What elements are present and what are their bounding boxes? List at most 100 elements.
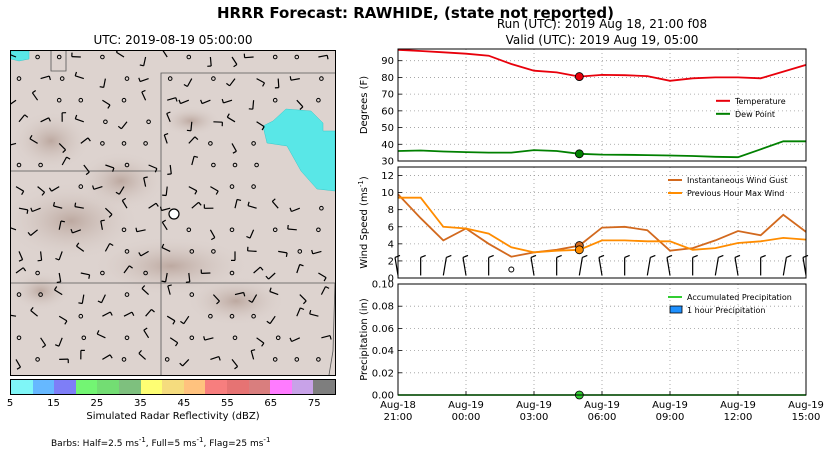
wind-barb-feather [78,302,83,305]
wind-barb-staff [209,56,212,67]
wind-barb-staff [188,136,196,144]
wind-barb-staff [296,264,301,274]
calm-wind-marker [35,54,40,60]
wind-barb-feather [193,155,199,158]
calm-wind-marker [81,335,87,341]
wind-barb-staff [169,164,172,174]
chart-panel-1: 30 40 50 60 70 80 90 Degrees (F) Temperature Dew … [359,48,807,168]
colorbar-tick-label: 15 [47,398,60,409]
y-axis-label-part: ) [359,176,370,180]
map-title: UTC: 2019-08-19 05:00:00 [93,33,253,47]
wind-barb-staff [231,56,238,65]
wind-barb-staff [11,142,17,146]
wind-barb-feather [226,113,230,118]
legend-label: Previous Hour Max Wind [687,189,784,198]
wind-barb-staff [247,205,257,209]
wind-barb-staff [234,291,244,296]
calm-wind-marker [59,76,65,81]
wind-barb-staff [231,359,239,367]
y-tick-label: 70 [381,90,394,101]
wind-barb-staff [318,272,327,279]
calm-wind-marker [319,76,324,81]
wind-barb-staff [138,352,147,360]
wind-barb-feather [247,201,250,206]
wind-barb-staff [143,329,150,339]
colorbar-swatch [54,380,76,394]
wind-barb-feather [180,320,185,325]
wind-barb-staff [103,78,106,88]
valid-time-label: Valid (UTC): 2019 Aug 19, 05:00 [505,33,699,47]
wind-barb-staff [249,229,255,239]
calm-wind-marker [38,162,43,168]
calm-wind-marker [251,141,256,146]
wind-barb-staff [212,294,220,302]
wind-barb-staff [54,289,63,296]
wind-barb-staff [229,78,236,87]
wind-barb-staff [646,257,651,276]
wind-barb-feather [37,259,42,262]
x-tick-label: Aug-18 [380,400,416,411]
wind-barb-feather [221,98,224,104]
colorbar-swatch [11,380,33,394]
y-tick-label: 2 [388,256,394,267]
plot-frame [397,166,807,279]
calm-wind-marker [186,54,192,60]
calm-wind-marker [124,249,130,254]
wind-barb-staff [462,257,467,276]
wind-barb-feather [167,173,172,175]
wind-barb-feather [52,201,56,207]
y-tick-label: 0.08 [372,302,394,313]
wind-barb-feather [265,275,270,280]
wind-barb-feather [198,201,202,206]
wind-barb-feather [420,254,426,259]
wind-barb-feather [139,64,144,67]
wind-barb-feather [211,237,216,241]
y-tick-label: 0.04 [372,346,394,357]
wind-barb-staff [105,164,115,169]
wind-barb-staff [100,220,103,230]
barbs-note-text: Barbs: Half=2.5 ms [51,439,139,449]
wind-barb-staff [37,186,45,193]
wind-barb-feather [143,176,148,179]
y-tick-label: 40 [381,140,394,151]
wind-barb-feather [186,129,191,132]
wind-barb-staff [165,186,168,196]
wind-barb-staff [256,337,265,344]
wind-barb-staff [291,207,301,213]
wind-barb-staff [161,207,171,212]
calm-wind-marker [143,270,148,276]
wind-barb-staff [191,156,195,166]
wind-barb-feather [54,344,60,347]
calm-wind-marker [78,184,84,189]
wind-barb-staff [102,354,111,360]
wind-barb-feather [462,254,469,259]
calm-wind-marker [211,162,216,168]
calm-wind-marker [211,249,216,254]
calm-wind-marker [146,119,151,125]
wind-barb-feather [218,356,221,361]
wind-barb-staff [143,177,147,187]
calm-wind-marker [78,97,84,103]
calm-wind-marker [124,292,130,297]
wind-barb-staff [30,229,38,236]
wind-barb-feather [108,213,113,218]
colorbar-tick-label: 65 [264,398,278,409]
calm-wind-marker [100,54,105,60]
wind-barb-feather [16,366,21,370]
y-tick-label: 0 [388,274,394,285]
x-tick-label: 00:00 [452,412,481,423]
wind-barb-feather [203,336,206,341]
wind-barb-staff [188,272,191,282]
wind-barb-feather [194,136,199,141]
x-tick-label: 15:00 [792,412,821,423]
colorbar-swatch [205,380,227,394]
chart-panel-2: 0 2 4 6 8 10 12 Wind Speed (ms-1) Instantaneous … [357,166,809,285]
wind-barb-feather [151,308,155,313]
calm-wind-marker [16,76,22,81]
colorbar-swatch [183,380,206,394]
calm-wind-marker [35,357,40,362]
x-tick-label: 03:00 [520,412,549,423]
wind-barb-staff [231,143,237,152]
calm-wind-marker [297,249,303,254]
calm-wind-marker [121,227,127,233]
